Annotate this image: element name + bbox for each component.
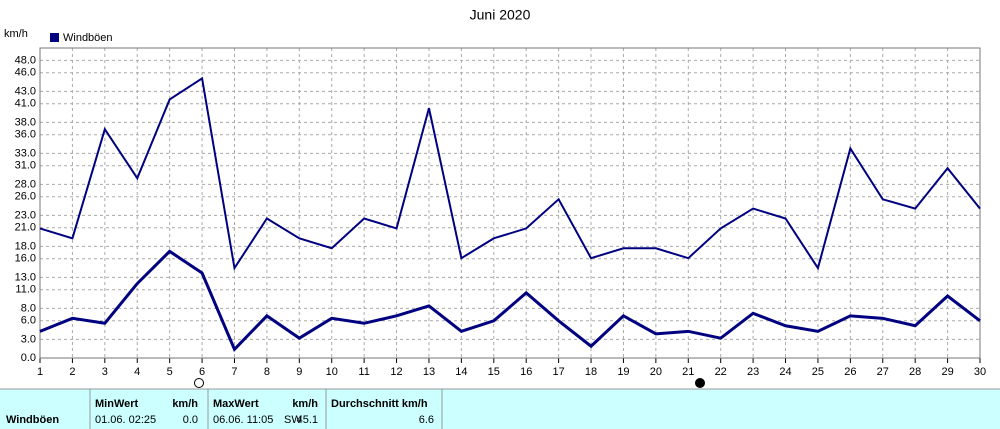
y-tick-label: 26.0 — [15, 191, 36, 203]
y-tick-label: 18.0 — [15, 240, 36, 252]
x-tick-label: 17 — [552, 366, 564, 378]
x-tick-label: 20 — [650, 366, 662, 378]
x-tick-label: 14 — [455, 366, 467, 378]
plot-frame — [39, 47, 981, 359]
moon-icon — [194, 378, 204, 388]
summary-unit: km/h — [172, 398, 198, 410]
x-tick-label: 9 — [296, 366, 302, 378]
x-tick-label: 21 — [682, 366, 694, 378]
x-tick-label: 23 — [747, 366, 759, 378]
summary-value: 6.6 — [419, 414, 434, 426]
x-tick-label: 16 — [520, 366, 532, 378]
summary-bg — [0, 389, 1000, 429]
summary-header: MinWert — [95, 398, 139, 410]
summary-time: 06.06. 11:05 — [213, 414, 273, 426]
chart-title: Juni 2020 — [470, 7, 531, 23]
summary-value: 45.1 — [297, 414, 318, 426]
moon-icon — [695, 378, 705, 388]
x-tick-label: 1 — [37, 366, 43, 378]
x-tick-label: 15 — [488, 366, 500, 378]
x-tick-label: 27 — [877, 366, 889, 378]
summary-time: 01.06. 02:25 — [95, 414, 156, 426]
y-tick-label: 38.0 — [15, 116, 36, 128]
x-tick-label: 4 — [134, 366, 140, 378]
x-tick-label: 7 — [231, 366, 237, 378]
x-tick-label: 22 — [715, 366, 727, 378]
y-tick-label: 28.0 — [15, 178, 36, 190]
legend-swatch — [50, 33, 59, 42]
summary-label: Windböen — [6, 414, 59, 426]
x-tick-label: 6 — [199, 366, 205, 378]
summary-header: Durchschnitt km/h — [331, 398, 428, 410]
summary-header: MaxWert — [213, 398, 259, 410]
y-tick-label: 6.0 — [21, 315, 36, 327]
x-tick-label: 25 — [812, 366, 824, 378]
data-line — [39, 76, 981, 271]
x-tick-label: 5 — [167, 366, 173, 378]
x-tick-label: 2 — [69, 366, 75, 378]
x-tick-label: 12 — [390, 366, 402, 378]
y-tick-label: 46.0 — [15, 67, 36, 79]
x-tick-label: 26 — [844, 366, 856, 378]
x-tick-label: 18 — [585, 366, 597, 378]
y-tick-label: 33.0 — [15, 147, 36, 159]
y-tick-label: 0.0 — [21, 352, 36, 364]
y-tick-label: 13.0 — [15, 271, 36, 283]
y-tick-label: 48.0 — [15, 54, 36, 66]
y-tick-label: 8.0 — [21, 302, 36, 314]
x-tick-label: 24 — [779, 366, 791, 378]
x-tick-label: 11 — [358, 366, 369, 378]
legend-label: Windböen — [63, 32, 113, 44]
x-tick-label: 13 — [423, 366, 435, 378]
y-tick-label: 41.0 — [15, 98, 36, 110]
x-tick-label: 30 — [974, 366, 986, 378]
y-tick-label: 23.0 — [15, 209, 36, 221]
x-tick-label: 28 — [909, 366, 921, 378]
y-tick-label: 11.0 — [15, 284, 36, 296]
x-tick-label: 19 — [617, 366, 629, 378]
summary-direction: SW — [284, 414, 302, 426]
y-tick-label: 3.0 — [21, 333, 36, 345]
x-tick-label: 10 — [326, 366, 338, 378]
y-axis-label: km/h — [4, 28, 28, 40]
x-tick-label: 29 — [941, 366, 953, 378]
data-line — [39, 249, 981, 352]
y-tick-label: 36.0 — [15, 129, 36, 141]
y-tick-label: 43.0 — [15, 85, 36, 97]
summary-grid — [0, 388, 1000, 429]
summary-unit: km/h — [292, 398, 318, 410]
x-tick-label: 3 — [102, 366, 108, 378]
y-tick-label: 16.0 — [15, 253, 36, 265]
y-tick-label: 31.0 — [15, 160, 36, 172]
x-tick-label: 8 — [264, 366, 270, 378]
summary-value: 0.0 — [183, 414, 198, 426]
y-tick-label: 21.0 — [15, 222, 36, 234]
